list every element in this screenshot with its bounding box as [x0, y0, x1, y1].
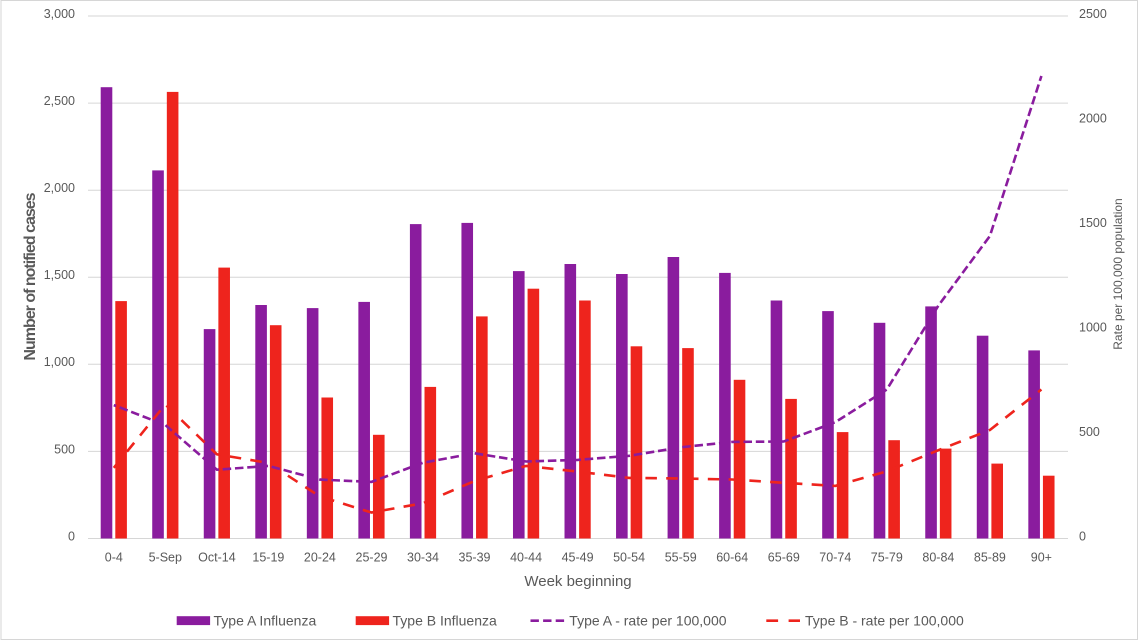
svg-text:90+: 90+	[1031, 551, 1052, 565]
svg-text:35-39: 35-39	[459, 551, 491, 565]
svg-text:50-54: 50-54	[613, 551, 645, 565]
svg-text:40-44: 40-44	[510, 551, 542, 565]
svg-text:85-89: 85-89	[974, 551, 1006, 565]
svg-text:15-19: 15-19	[252, 551, 284, 565]
svg-text:500: 500	[54, 442, 75, 456]
svg-text:55-59: 55-59	[665, 551, 697, 565]
svg-text:30-34: 30-34	[407, 551, 439, 565]
svg-text:0: 0	[68, 529, 75, 543]
svg-text:75-79: 75-79	[871, 551, 903, 565]
svg-text:Type A - rate per 100,000: Type A - rate per 100,000	[569, 613, 726, 629]
svg-text:1,000: 1,000	[44, 355, 75, 369]
svg-text:80-84: 80-84	[922, 551, 954, 565]
svg-text:1000: 1000	[1079, 320, 1107, 334]
svg-text:Rate per 100,000 population: Rate per 100,000 population	[1111, 198, 1125, 349]
svg-text:70-74: 70-74	[819, 551, 851, 565]
svg-text:20-24: 20-24	[304, 551, 336, 565]
svg-text:45-49: 45-49	[562, 551, 594, 565]
svg-text:25-29: 25-29	[356, 551, 388, 565]
svg-text:5-Sep: 5-Sep	[149, 551, 182, 565]
svg-text:2,000: 2,000	[44, 181, 75, 195]
svg-text:0: 0	[1079, 529, 1086, 543]
svg-text:0-4: 0-4	[105, 551, 123, 565]
svg-text:1,500: 1,500	[44, 268, 75, 282]
svg-text:1500: 1500	[1079, 216, 1107, 230]
svg-text:2500: 2500	[1079, 7, 1107, 21]
svg-text:Type A Influenza: Type A Influenza	[214, 613, 317, 629]
svg-text:Type B Influenza: Type B Influenza	[393, 613, 498, 629]
svg-text:500: 500	[1079, 425, 1100, 439]
svg-text:Week beginning: Week beginning	[524, 573, 631, 590]
svg-text:Type B - rate per 100,000: Type B - rate per 100,000	[805, 613, 964, 629]
svg-text:2,500: 2,500	[44, 94, 75, 108]
svg-text:65-69: 65-69	[768, 551, 800, 565]
svg-text:60-64: 60-64	[716, 551, 748, 565]
svg-text:Number of notified cases: Number of notified cases	[22, 192, 39, 360]
svg-text:3,000: 3,000	[44, 7, 75, 21]
svg-text:Oct-14: Oct-14	[198, 551, 236, 565]
svg-text:2000: 2000	[1079, 111, 1107, 125]
